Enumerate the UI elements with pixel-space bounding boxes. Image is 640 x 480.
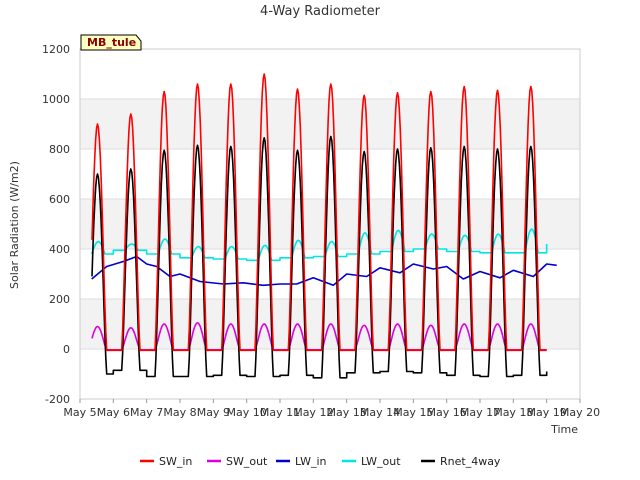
series-line-rnet-4way (91, 135, 548, 379)
legend-label: LW_out (361, 455, 401, 468)
x-axis-title: Time (550, 423, 578, 436)
x-tick-label: May 8 (163, 406, 196, 419)
site-badge: MB_tule (80, 34, 142, 51)
x-tick-label: May 14 (360, 406, 400, 419)
x-tick-label: May 17 (460, 406, 500, 419)
x-tick-label: May 20 (560, 406, 600, 419)
legend-label: SW_out (226, 455, 268, 468)
legend: SW_in SW_out LW_in LW_out Rnet_4way (140, 455, 501, 468)
site-badge-box (80, 34, 142, 51)
chart-title: 4-Way Radiometer (260, 4, 381, 19)
site-badge-label: MB_tule (87, 36, 136, 49)
x-tick-label: May 19 (527, 406, 567, 419)
series-line-sw-in (91, 73, 547, 352)
x-tick-label: May 16 (427, 406, 467, 419)
x-tick-label: May 10 (227, 406, 267, 419)
x-tick-label: May 5 (63, 406, 96, 419)
y-tick-label: 0 (63, 343, 70, 356)
plot-bands (80, 99, 580, 349)
y-tick-label: 600 (49, 193, 70, 206)
y-axis-title: Solar Radiation (W/m2) (8, 161, 21, 289)
x-tick-label: May 15 (393, 406, 433, 419)
x-tick-label: May 11 (260, 406, 300, 419)
y-tick-label: 200 (49, 293, 70, 306)
y-tick-label: -200 (45, 393, 70, 406)
y-tick-label: 1000 (42, 93, 70, 106)
plot-area (79, 48, 581, 400)
y-tick-label: 1200 (42, 43, 70, 56)
x-tick-label: May 7 (130, 406, 163, 419)
y-axis: -200 0 200 400 600 800 1000 1200 (42, 43, 70, 406)
y-tick-label: 800 (49, 143, 70, 156)
x-tick-label: May 13 (327, 406, 367, 419)
x-tick-label: May 12 (293, 406, 333, 419)
series-line-lw-out (90, 228, 548, 262)
x-tick-label: May 6 (97, 406, 130, 419)
y-tick-label: 400 (49, 243, 70, 256)
x-tick-label: May 9 (197, 406, 230, 419)
legend-label: LW_in (295, 455, 327, 468)
legend-label: SW_in (159, 455, 192, 468)
x-tick-label: May 18 (493, 406, 533, 419)
series-layer (90, 73, 557, 379)
legend-label: Rnet_4way (440, 455, 501, 468)
